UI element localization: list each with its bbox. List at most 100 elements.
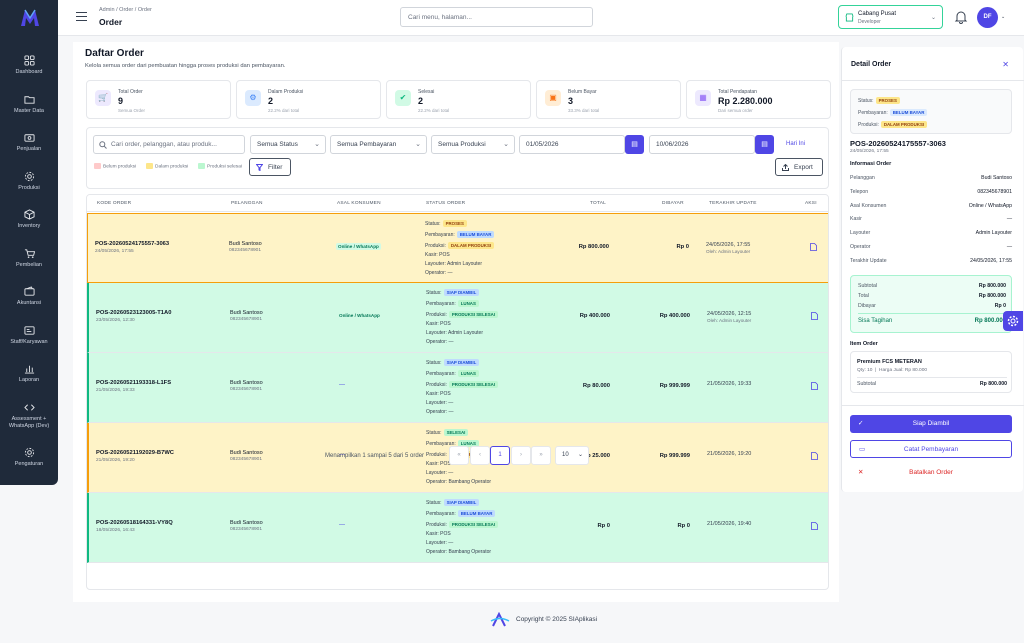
ready-pickup-button[interactable]: ✓ Siap Diambil	[850, 415, 1012, 433]
sidebar-item-label: Laporan	[18, 377, 40, 383]
branch-selector[interactable]: Cabang Pusat Developer ⌄	[838, 5, 943, 29]
order-item: Premium FCS METERAN Qty: 10 | Harga Jual…	[850, 351, 1012, 393]
info-row: Pelanggan Budi Santoso	[850, 175, 1012, 181]
app-logo-icon[interactable]	[19, 8, 41, 28]
date-to-input[interactable]: 10/06/2026	[649, 135, 755, 154]
view-document-icon[interactable]	[811, 312, 818, 320]
payment-select[interactable]: Semua Pembayaran ⌄	[330, 135, 427, 154]
source-badge: Online / WhatsApp	[337, 312, 382, 319]
status-select[interactable]: Semua Status ⌄	[250, 135, 326, 154]
item-subtotal-value: Rp 800.000	[979, 381, 1007, 387]
status-row: Status: PROSES	[858, 97, 900, 104]
view-document-icon[interactable]	[810, 243, 817, 251]
legend-dalam-produksi: Dalam produksi	[146, 163, 188, 169]
close-icon[interactable]: ✕	[1002, 60, 1009, 69]
table-row[interactable]: POS-20260524175557-3063 24/05/2026, 17:5…	[87, 213, 828, 283]
customer-phone: 082345678901	[230, 317, 263, 322]
view-document-icon[interactable]	[811, 522, 818, 530]
sidebar-item-pembelian[interactable]: Pembelian	[0, 248, 58, 269]
source-empty: —	[339, 382, 345, 388]
chevron-down-icon[interactable]: ⌄	[1001, 14, 1006, 20]
branch-role: Developer	[858, 19, 881, 25]
item-price: Harga Jual: Rp 80.000	[879, 368, 928, 373]
stat-value: Rp 2.280.000	[718, 96, 773, 106]
production-select[interactable]: Semua Produksi ⌄	[431, 135, 515, 154]
menu-toggle-icon[interactable]	[76, 12, 87, 21]
info-value: Budi Santoso	[981, 175, 1012, 181]
cancel-order-button[interactable]: ✕ Batalkan Order	[850, 464, 1012, 482]
calendar-icon[interactable]: ▤	[625, 135, 644, 154]
search-icon	[99, 141, 107, 149]
sidebar: Dashboard Master Data Penjualan Produksi…	[0, 0, 58, 485]
table-row[interactable]: POS-20260521192029-B7WC 21/05/2026, 19:2…	[87, 423, 828, 493]
global-search-input[interactable]: Cari menu, halaman...	[400, 7, 593, 27]
column-header: KODE ORDER	[97, 201, 132, 206]
date-from-input[interactable]: 01/05/2026	[519, 135, 625, 154]
sidebar-item-produksi[interactable]: Produksi	[0, 171, 58, 192]
info-label: Pelanggan	[850, 175, 875, 181]
item-name: Premium FCS METERAN	[857, 359, 922, 365]
order-code[interactable]: POS-20260521193318-L1FS	[96, 380, 172, 386]
order-code[interactable]: POS-20260524175557-3063	[95, 241, 170, 247]
operator-line: Operator: Bambang Operator	[426, 479, 491, 485]
customer-name: Budi Santoso	[229, 241, 262, 247]
sidebar-item-penjualan[interactable]: Penjualan	[0, 132, 58, 153]
info-value: 082345678901	[977, 188, 1012, 195]
order-date: 18/05/2026, 16:43	[96, 528, 135, 533]
table-row[interactable]: POS-20260523123005-T1A0 23/05/2026, 12:3…	[87, 283, 828, 353]
sidebar-item-dashboard[interactable]: Dashboard	[0, 55, 58, 76]
record-payment-button[interactable]: ▭ Catat Pembayaran	[850, 440, 1012, 458]
sidebar-item-assessment[interactable]: Assessment + WhatsApp (Dev)	[0, 402, 58, 429]
layouter-value: —	[448, 400, 454, 406]
summary-row: Total Rp 800.000	[858, 293, 1006, 299]
production-status-line: Produksi: PRODUKSI SELESAI	[426, 311, 499, 318]
page-title: Order	[99, 17, 123, 27]
money-icon: ▦	[695, 90, 711, 106]
order-code[interactable]: POS-20260523123005-T1A0	[96, 310, 172, 316]
order-code[interactable]: POS-20260518164331-VY8Q	[96, 520, 173, 526]
sidebar-item-label: Pengaturan	[14, 461, 44, 467]
production-label: Produksi:	[426, 312, 447, 318]
stat-sub: 22.2% dari total	[418, 108, 450, 113]
today-link[interactable]: Hari Ini	[786, 141, 806, 147]
notification-bell-icon[interactable]	[954, 10, 968, 24]
cashier-value: POS	[440, 321, 451, 327]
cashier-line: Kasir: POS	[426, 531, 451, 537]
items-section-title: Item Order	[850, 341, 878, 347]
order-table: KODE ORDER PELANGGAN ASAL KONSUMEN STATU…	[86, 194, 829, 590]
table-row[interactable]: POS-20260518164331-VY8Q 18/05/2026, 16:4…	[87, 493, 828, 563]
order-paid: Rp 0	[676, 244, 689, 250]
avatar[interactable]: DF	[977, 7, 998, 28]
info-label: Terakhir Update	[850, 257, 887, 264]
sidebar-item-laporan[interactable]: Laporan	[0, 363, 58, 384]
next-page-button[interactable]: ›	[511, 446, 531, 465]
order-total: Rp 800.000	[578, 244, 609, 250]
order-code[interactable]: POS-20260521192029-B7WC	[96, 450, 174, 456]
cart-icon	[24, 249, 35, 258]
page-button-current[interactable]: 1	[490, 446, 510, 465]
prev-page-button[interactable]: ‹	[470, 446, 490, 465]
sidebar-item-pengaturan[interactable]: Pengaturan	[0, 447, 58, 468]
view-document-icon[interactable]	[811, 382, 818, 390]
view-document-icon[interactable]	[811, 452, 818, 460]
filter-button[interactable]: Filter	[249, 158, 291, 176]
sidebar-item-inventory[interactable]: Inventory	[0, 209, 58, 230]
last-page-button[interactable]: »	[531, 446, 551, 465]
calendar-icon[interactable]: ▤	[755, 135, 774, 154]
operator-value: —	[448, 409, 454, 415]
customer-name: Budi Santoso	[230, 310, 263, 316]
order-search-input[interactable]: Cari order, pelanggan, atau produk...	[93, 135, 245, 154]
table-row[interactable]: POS-20260521193318-L1FS 21/05/2026, 19:3…	[87, 353, 828, 423]
sidebar-item-master-data[interactable]: Master Data	[0, 94, 58, 115]
per-page-select[interactable]: 10 ⌄	[555, 446, 589, 465]
operator-label: Operator:	[426, 479, 448, 485]
order-paid: Rp 999.999	[659, 383, 690, 389]
first-page-button[interactable]: «	[449, 446, 469, 465]
sidebar-item-label: Pembelian	[16, 262, 42, 268]
sidebar-item-staff[interactable]: Staff/Karyawan	[0, 325, 58, 346]
export-button[interactable]: Export	[775, 158, 823, 176]
sidebar-item-akuntansi[interactable]: Akuntansi	[0, 286, 58, 307]
column-header: STATUS ORDER	[426, 201, 466, 206]
settings-fab-icon[interactable]	[1003, 311, 1023, 331]
status-badge: PROSES	[442, 220, 467, 227]
